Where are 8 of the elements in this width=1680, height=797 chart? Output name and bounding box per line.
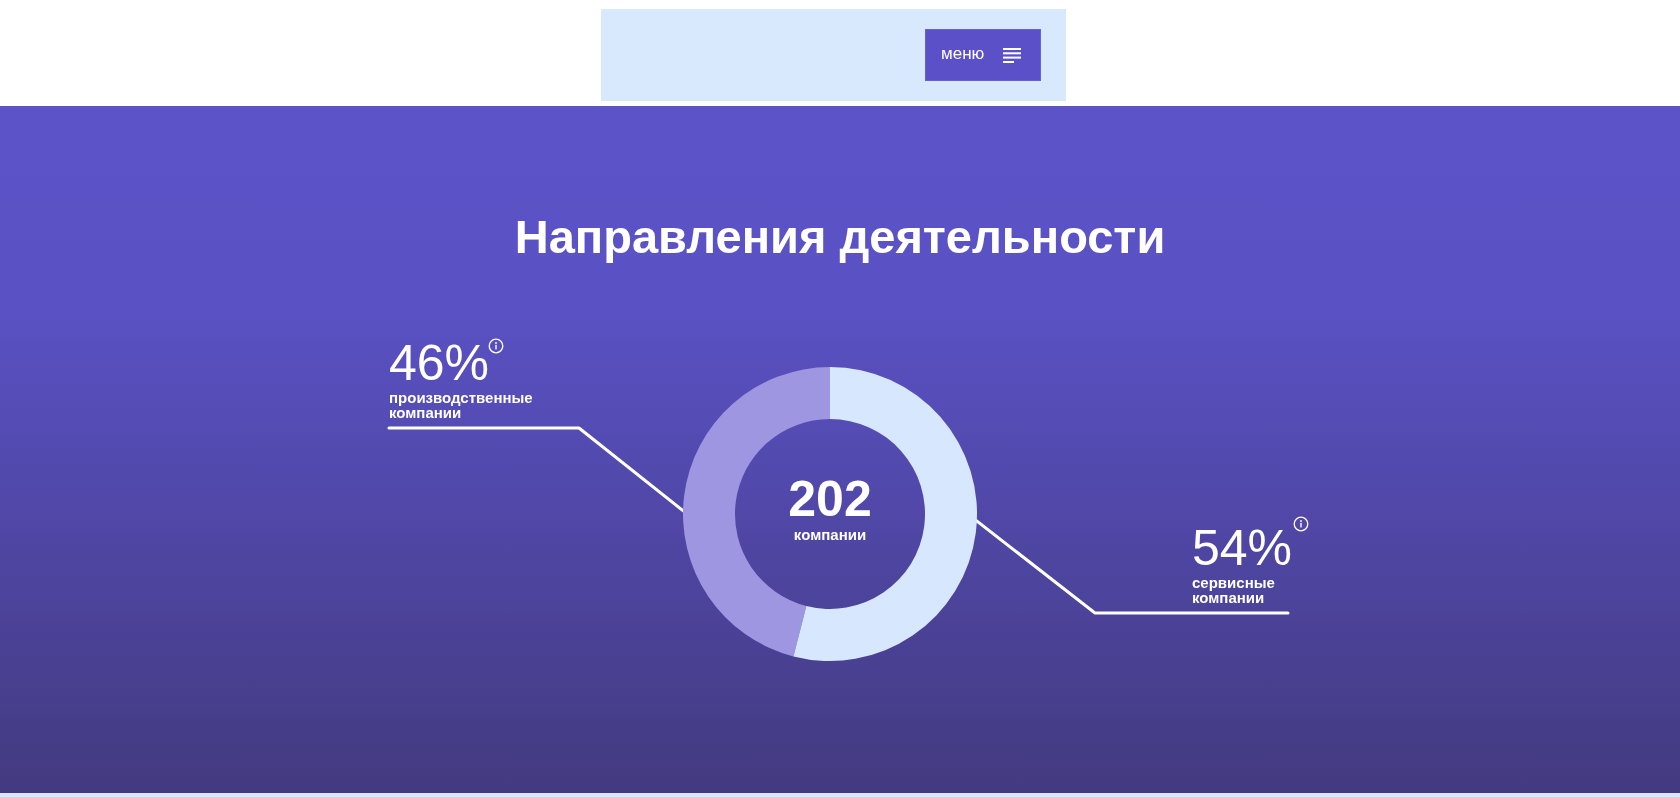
slice-label: производственные компании [389,389,533,421]
menu-button: меню [925,29,1041,81]
slice-label: сервисные компании [1192,574,1275,606]
text: компании [793,525,867,543]
chart-title: Направления деятельности [514,210,1166,263]
text: 202 [788,471,872,527]
data-label: 46% [389,335,490,391]
data-label: 54% [1192,520,1293,576]
